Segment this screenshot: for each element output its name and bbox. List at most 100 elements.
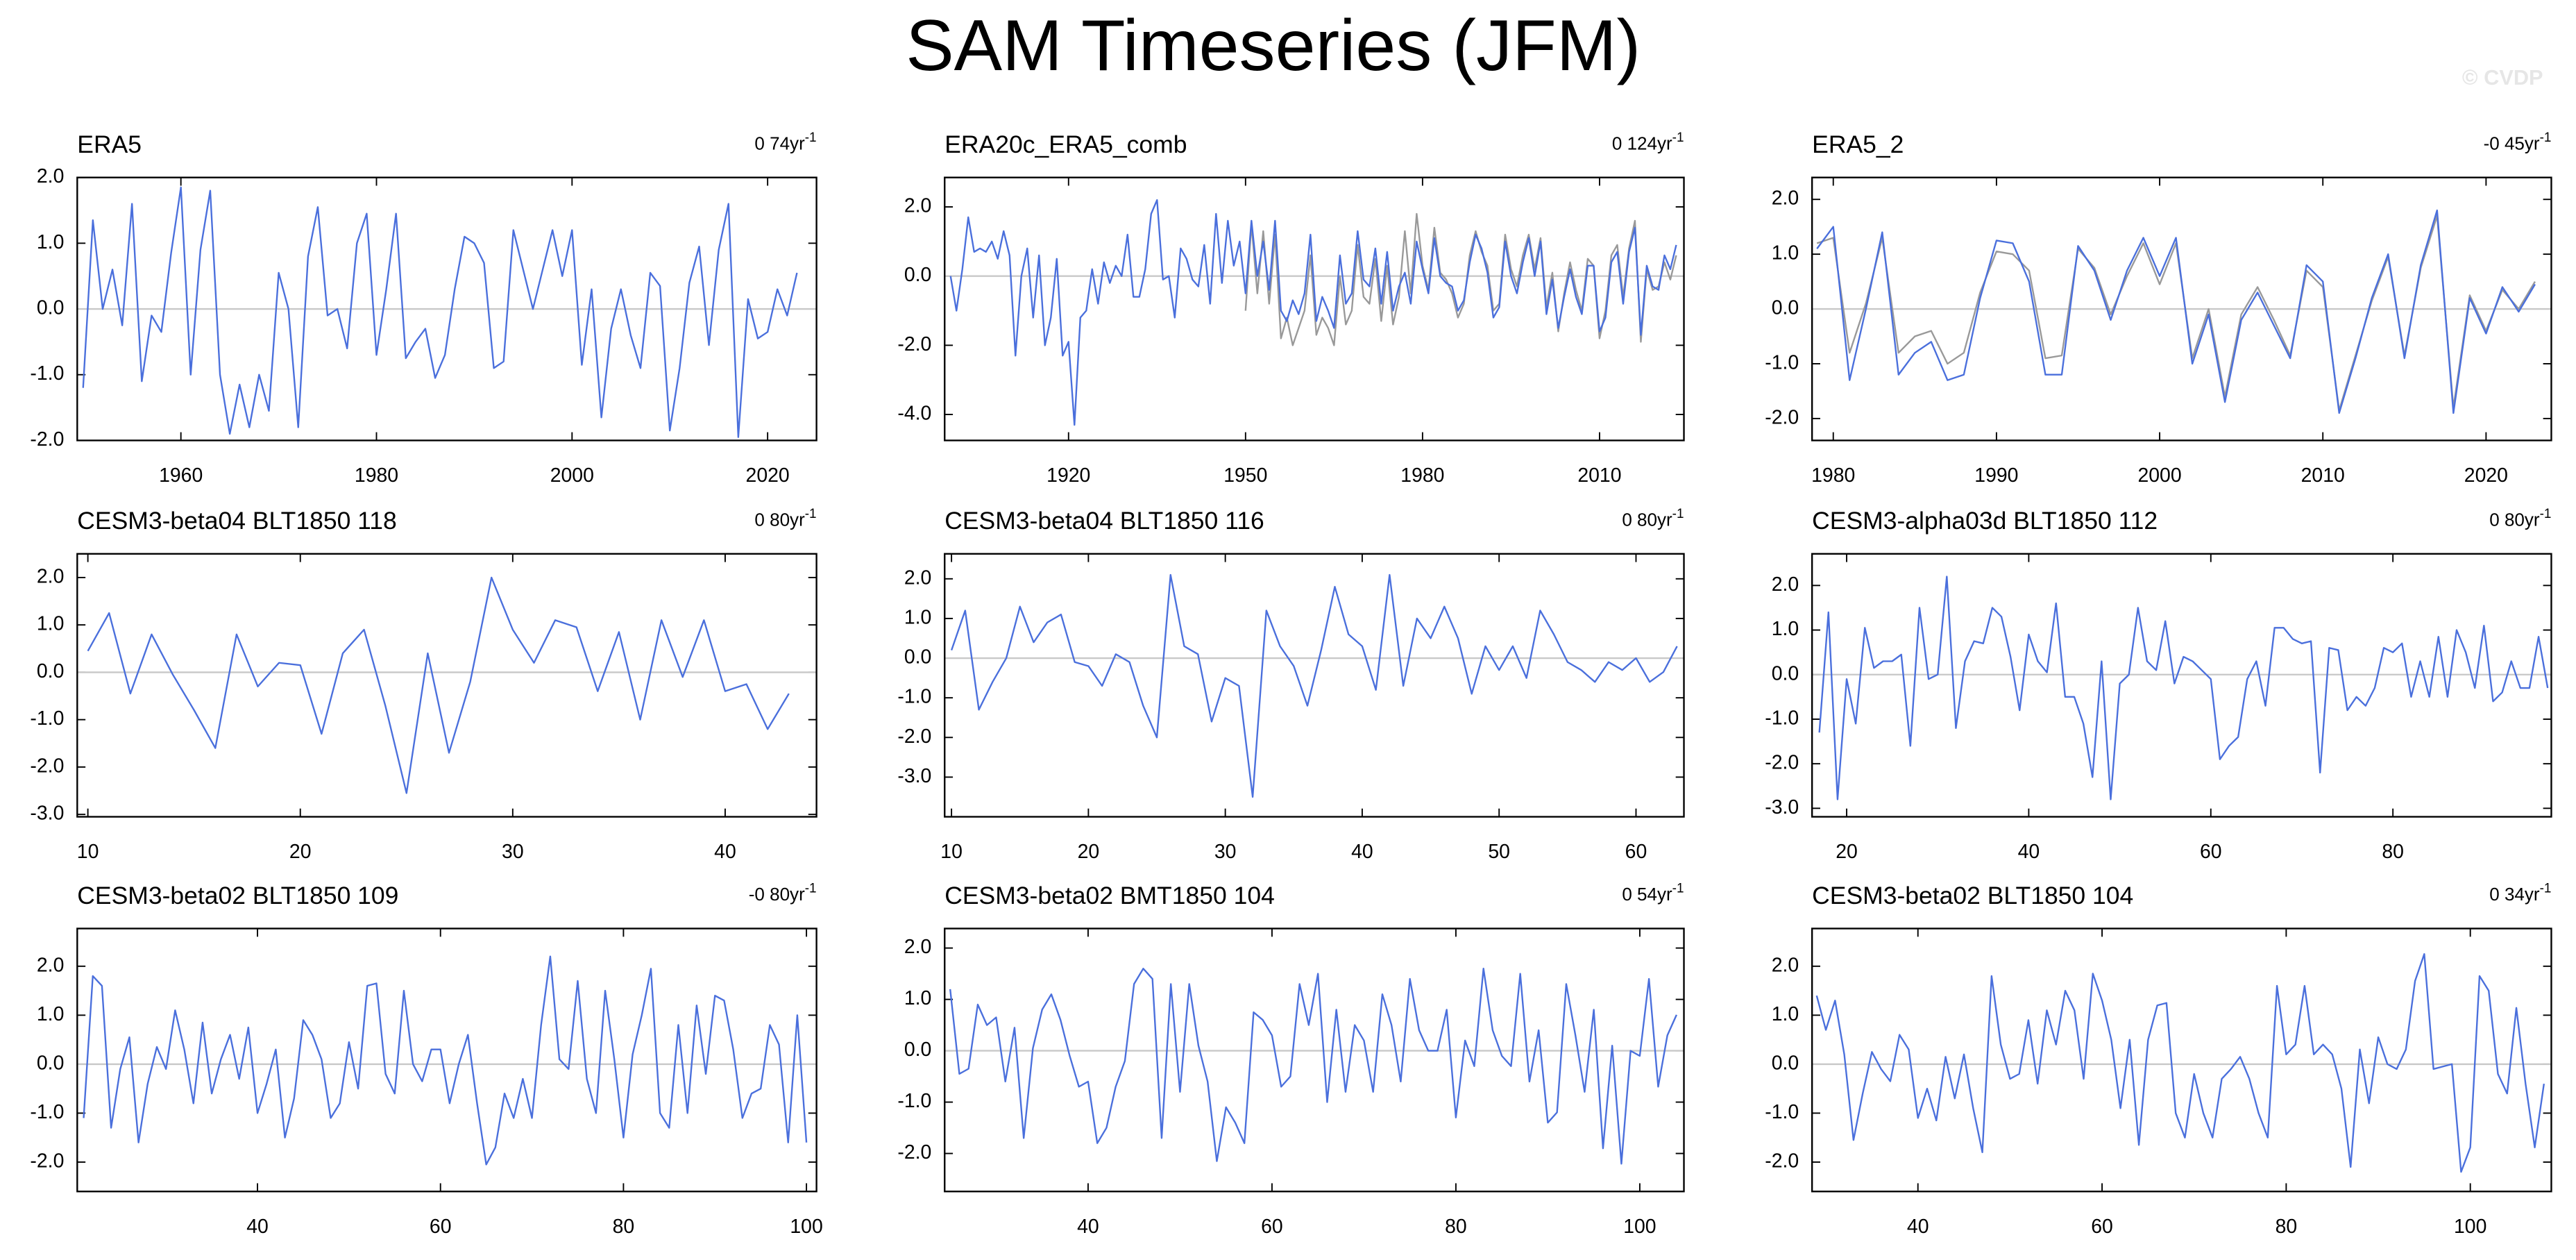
x-tick-label: 80 xyxy=(1445,1216,1467,1238)
x-tick-label: 2010 xyxy=(2301,464,2345,487)
y-tick-label: -3.0 xyxy=(897,765,931,787)
trend-value: 0 124yr xyxy=(1612,133,1672,153)
y-tick-label: -1.0 xyxy=(1765,707,1799,729)
x-tick-label: 2010 xyxy=(1577,464,1621,487)
x-tick-label: 2000 xyxy=(2137,464,2181,487)
y-tick-label: 0.0 xyxy=(904,264,931,286)
x-tick-label: 30 xyxy=(1214,841,1237,863)
trend-value: 0 80yr xyxy=(2489,509,2540,530)
x-tick-label: 60 xyxy=(2091,1216,2113,1238)
panel-title: CESM3-alpha03d BLT1850 112 xyxy=(1812,507,2158,535)
trend-exponent: -1 xyxy=(805,507,817,521)
x-tick-label: 100 xyxy=(790,1216,822,1238)
series-line xyxy=(83,955,808,1166)
trend-exponent: -1 xyxy=(2540,131,2552,145)
panel: CESM3-beta02 BMT1850 104 0 54yr-1 -2.0 -1.0… xyxy=(897,882,1685,1238)
x-tick-label: 1920 xyxy=(1046,464,1090,487)
x-tick-label: 1950 xyxy=(1223,464,1267,487)
x-tick-label: 40 xyxy=(714,841,736,863)
x-tick-label: 100 xyxy=(1623,1216,1656,1238)
panel: ERA20c_ERA5_comb 0 124yr-1 -4.0 -2.0 0.0 2.0 1… xyxy=(897,131,1685,487)
y-tick-label: 0.0 xyxy=(1772,662,1799,684)
y-tick-label: 2.0 xyxy=(37,954,64,976)
x-tick-label: 60 xyxy=(1625,841,1647,863)
y-tick-label: -2.0 xyxy=(897,333,931,355)
x-tick-label: 40 xyxy=(1077,1216,1099,1238)
y-tick-label: 0.0 xyxy=(1772,1052,1799,1074)
panel-title: ERA20c_ERA5_comb xyxy=(944,131,1187,158)
trend-label: -0 80yr-1 xyxy=(749,882,817,905)
trend-exponent: -1 xyxy=(1672,882,1684,896)
series-line xyxy=(82,186,798,438)
x-tick-label: 60 xyxy=(430,1216,452,1238)
y-tick-label: -1.0 xyxy=(897,686,931,708)
x-tick-label: 1980 xyxy=(1811,464,1855,487)
y-tick-label: -2.0 xyxy=(1765,406,1799,428)
y-tick-label: -2.0 xyxy=(30,1150,64,1172)
y-tick-label: 1.0 xyxy=(904,987,931,1009)
y-tick-label: 2.0 xyxy=(1772,187,1799,210)
panel-title: ERA5_2 xyxy=(1812,131,1904,158)
x-tick-label: 80 xyxy=(2276,1216,2298,1238)
plot-frame xyxy=(76,553,817,818)
trend-exponent: -1 xyxy=(805,882,817,896)
x-tick-label: 80 xyxy=(613,1216,635,1238)
trend-label: 0 54yr-1 xyxy=(1622,882,1684,905)
y-tick-label: -2.0 xyxy=(897,1141,931,1164)
trend-label: 0 34yr-1 xyxy=(2489,882,2551,905)
y-tick-label: -1.0 xyxy=(1765,1101,1799,1123)
y-tick-label: -4.0 xyxy=(897,403,931,425)
plot-frame xyxy=(1811,553,2552,818)
trend-value: 0 80yr xyxy=(754,509,805,530)
y-tick-label: 2.0 xyxy=(904,936,931,958)
y-tick-label: 1.0 xyxy=(37,231,64,253)
y-tick-label: -1.0 xyxy=(30,362,64,385)
y-tick-label: 0.0 xyxy=(37,1052,64,1074)
y-tick-label: -2.0 xyxy=(30,755,64,777)
plot-frame xyxy=(944,176,1685,442)
x-tick-label: 80 xyxy=(2382,841,2404,863)
figure-title: SAM Timeseries (JFM) xyxy=(906,6,1641,86)
series-line xyxy=(1818,576,2549,800)
series-line xyxy=(87,576,790,794)
y-tick-label: 0.0 xyxy=(37,660,64,682)
trend-label: 0 124yr-1 xyxy=(1612,131,1684,153)
y-tick-label: 1.0 xyxy=(904,606,931,628)
series-line xyxy=(950,573,1678,798)
panel: ERA5_2 -0 45yr-1 -2.0 -1.0 0.0 1.0 2.0 1980 1990… xyxy=(1765,131,2552,487)
y-tick-label: 0.0 xyxy=(904,646,931,669)
trend-exponent: -1 xyxy=(1672,507,1684,521)
y-tick-label: 2.0 xyxy=(37,165,64,187)
y-tick-label: -1.0 xyxy=(1765,351,1799,373)
trend-exponent: -1 xyxy=(2540,507,2552,521)
panel-title: CESM3-beta04 BLT1850 118 xyxy=(77,507,396,535)
trend-label: 0 80yr-1 xyxy=(2489,507,2551,530)
x-tick-label: 100 xyxy=(2454,1216,2486,1238)
panel-title: ERA5 xyxy=(77,131,142,158)
y-tick-label: -3.0 xyxy=(30,803,64,825)
y-tick-label: -2.0 xyxy=(1765,752,1799,774)
x-tick-label: 1990 xyxy=(1974,464,2018,487)
trend-exponent: -1 xyxy=(1672,131,1684,145)
panel-title: CESM3-beta04 BLT1850 116 xyxy=(944,507,1264,535)
y-tick-label: 2.0 xyxy=(37,565,64,587)
plot-frame xyxy=(76,927,817,1193)
trend-value: 0 80yr xyxy=(1622,509,1672,530)
y-tick-label: -3.0 xyxy=(1765,796,1799,818)
y-tick-label: -1.0 xyxy=(897,1090,931,1112)
plot-frame xyxy=(944,927,1685,1193)
y-tick-label: -2.0 xyxy=(897,725,931,748)
trend-value: -0 80yr xyxy=(749,884,805,905)
y-tick-label: 1.0 xyxy=(1772,1003,1799,1025)
x-tick-label: 1980 xyxy=(355,464,398,487)
x-tick-label: 60 xyxy=(1261,1216,1283,1238)
trend-label: -0 45yr-1 xyxy=(2484,131,2552,153)
y-tick-label: -1.0 xyxy=(30,1101,64,1123)
series-line xyxy=(1816,209,2536,414)
x-tick-label: 30 xyxy=(502,841,524,863)
plot-frame xyxy=(76,176,817,442)
x-tick-label: 20 xyxy=(289,841,312,863)
plot-frame xyxy=(944,553,1685,818)
credit: © CVDP xyxy=(2462,65,2543,90)
